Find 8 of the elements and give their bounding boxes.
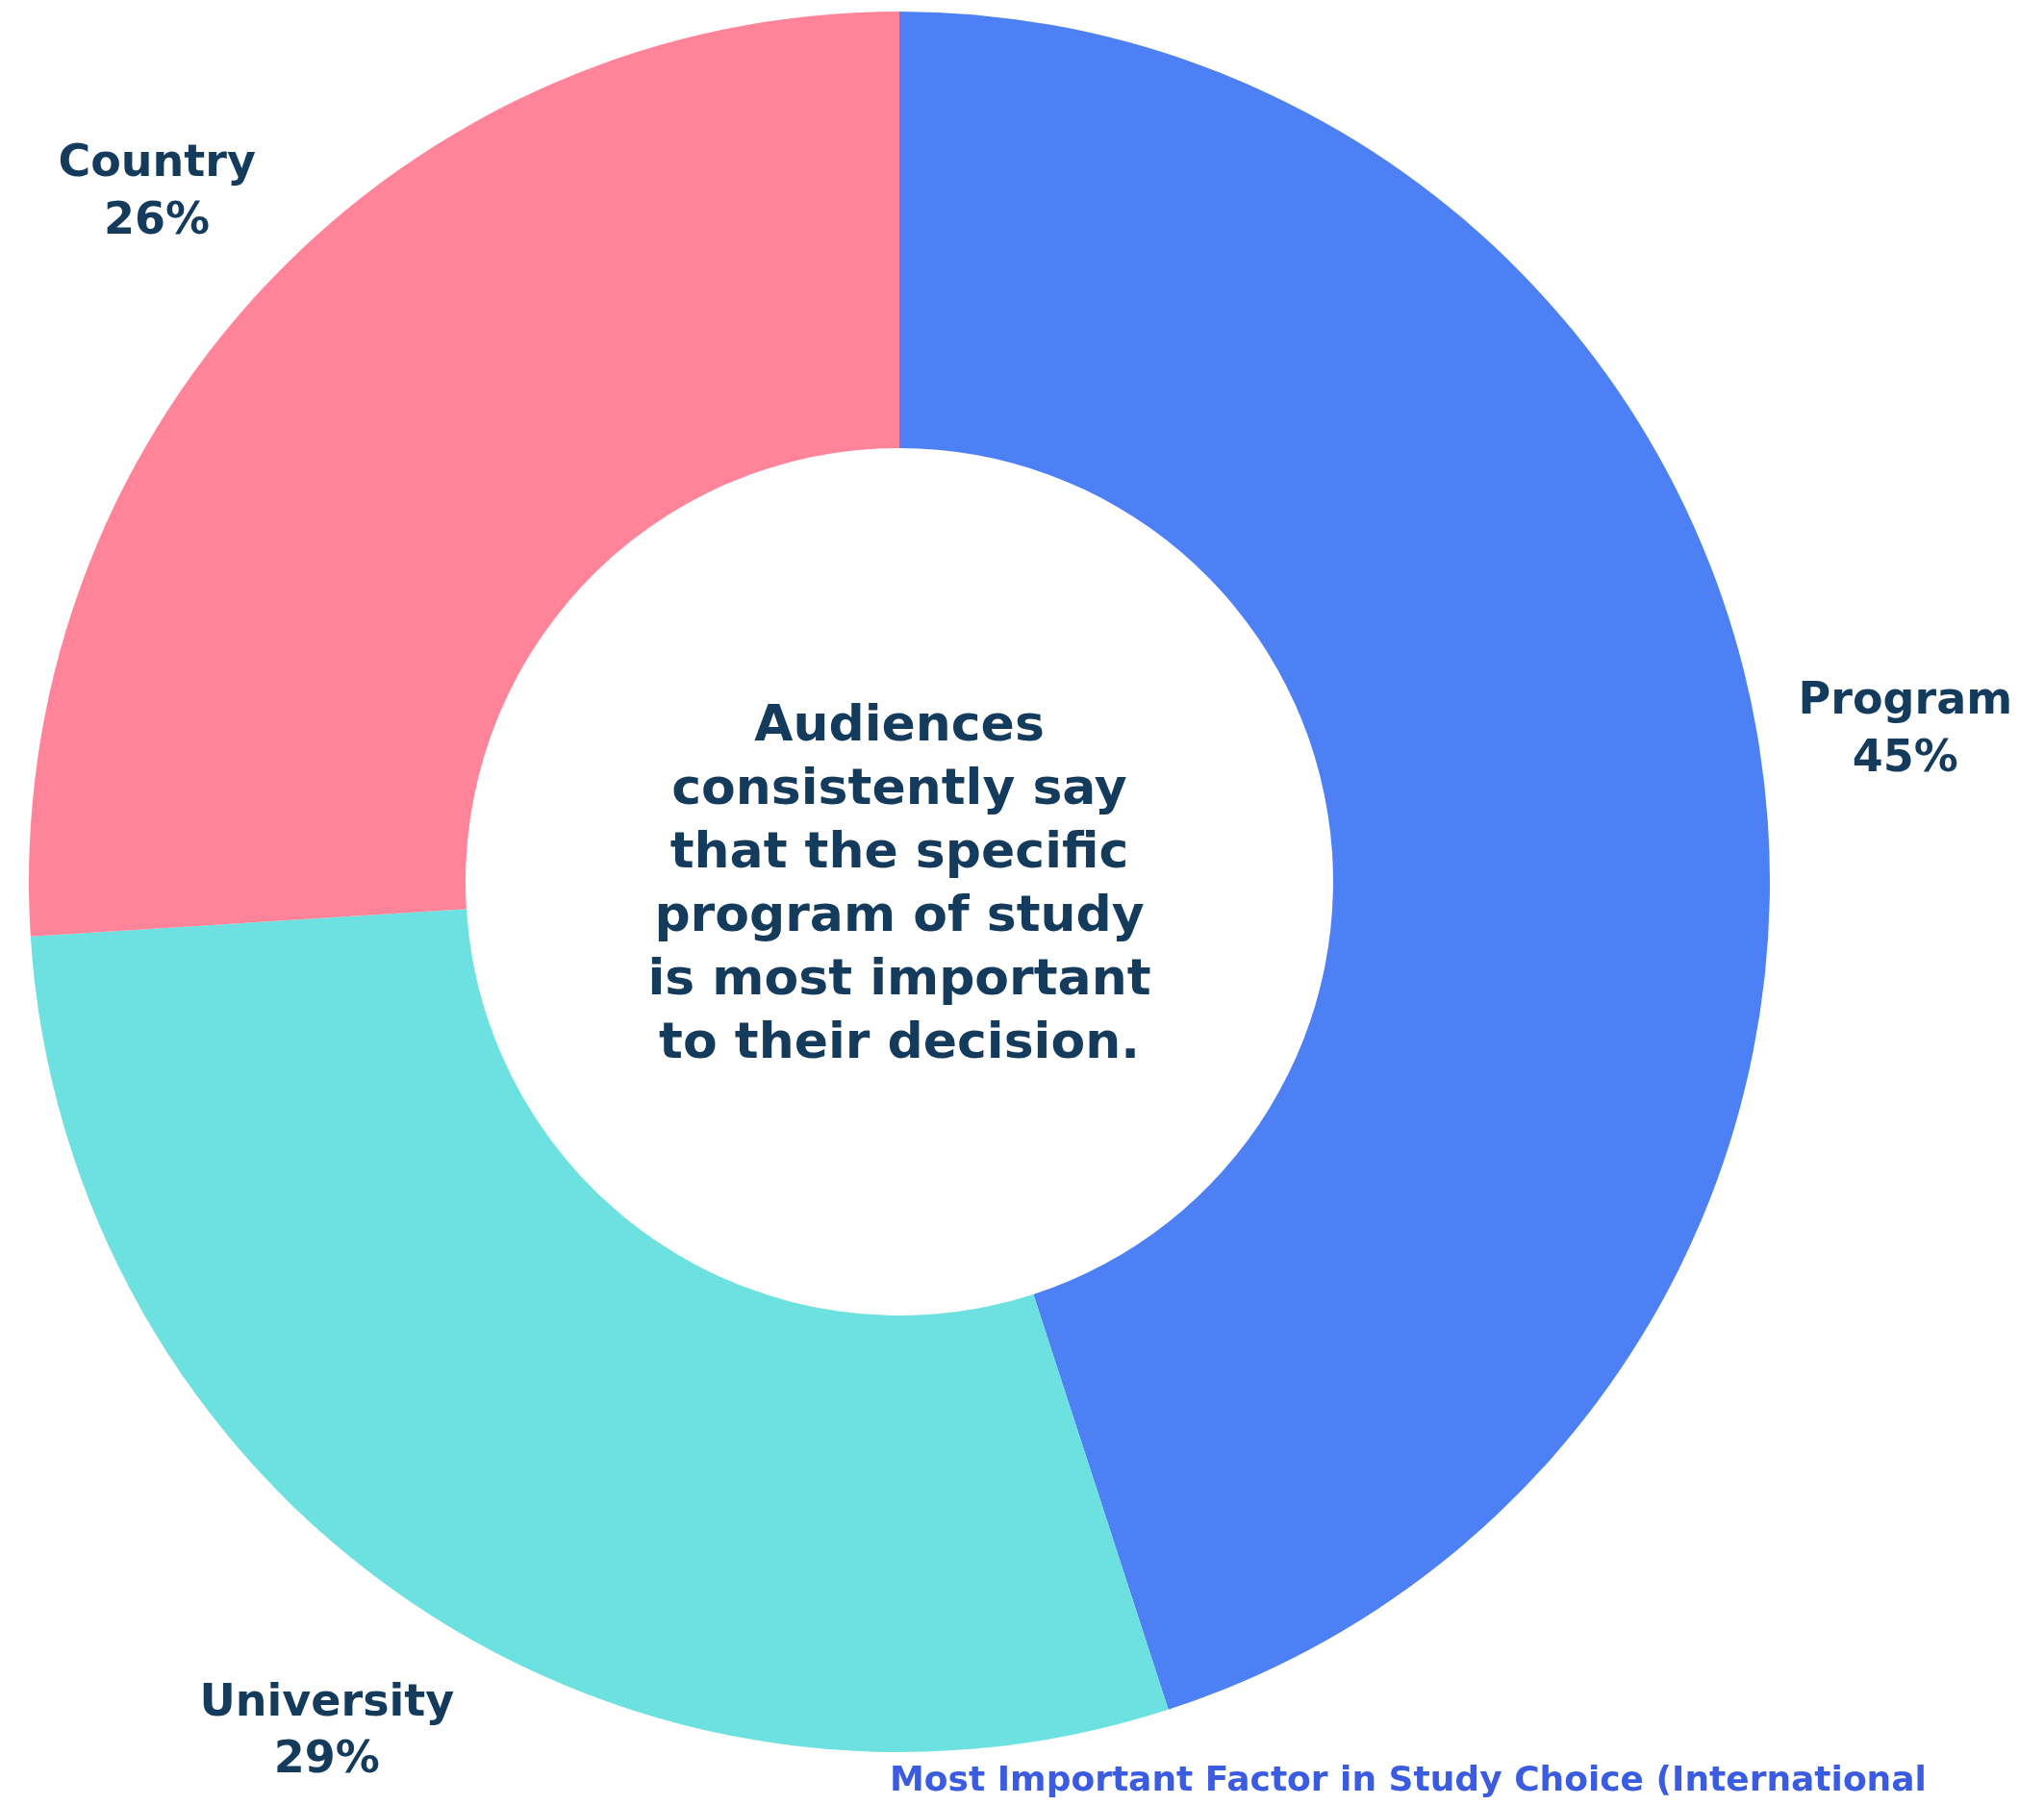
slice-label: University bbox=[199, 1673, 455, 1726]
slice-label: Country bbox=[58, 134, 256, 187]
text: Most Important Factor in Study Choice (International bbox=[890, 1759, 1927, 1798]
data-label: 26% bbox=[104, 191, 211, 244]
data-label: 45% bbox=[1852, 729, 1958, 782]
data-label: 29% bbox=[273, 1731, 380, 1784]
text: Audiences consistently say that the specific program of study is most important to their decision. bbox=[647, 694, 1151, 1069]
slice-label: Program bbox=[1798, 672, 2013, 725]
